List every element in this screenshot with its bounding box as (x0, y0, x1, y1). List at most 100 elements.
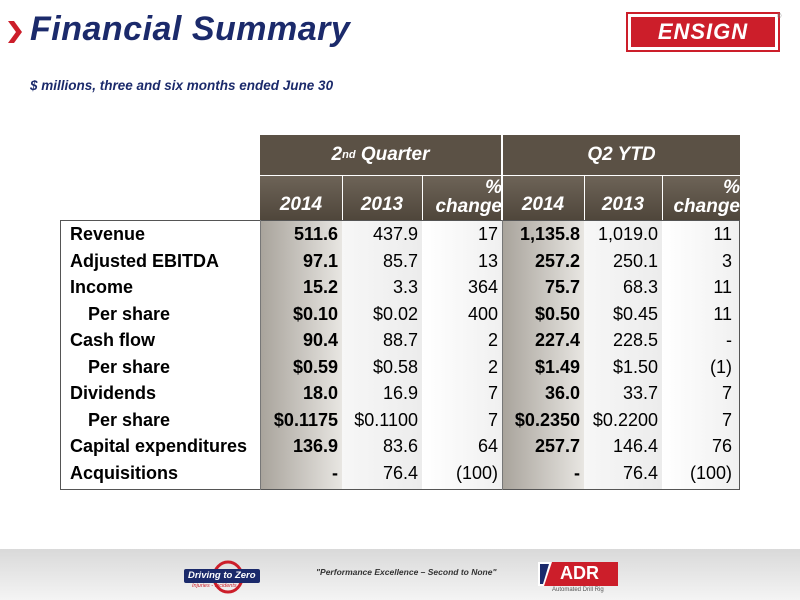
col-divider (342, 175, 343, 220)
cell-q14: 90.4 (302, 330, 338, 350)
col-divider (584, 175, 585, 220)
cell-qp: 2 (487, 356, 498, 377)
cell-y13: 250.1 (612, 250, 658, 271)
cell-qp: 7 (487, 409, 498, 430)
header-rule (260, 175, 740, 176)
cell-q13: 3.3 (392, 277, 418, 297)
cell-yp: 7 (721, 383, 732, 403)
cell-y13: $0.45 (612, 303, 658, 324)
cell-yp: (1) (710, 356, 732, 377)
cell-q13: 76.4 (382, 462, 418, 483)
col-bg-y2014 (502, 175, 584, 490)
table-row: Per share $0.1175 $0.1100 7 $0.2350 $0.2200 7 (60, 407, 740, 434)
row-label: Revenue (70, 224, 146, 244)
table-row: Income 15.2 3.3 364 75.7 68.3 11 (60, 274, 740, 301)
pct-symbol: % (485, 177, 502, 198)
col-header-q2014: 2014 (279, 194, 323, 215)
row-label: Income (70, 277, 134, 297)
pct-change-word: change (435, 196, 502, 217)
pct-change-word: change (673, 196, 740, 217)
row-label: Dividends (70, 383, 157, 403)
ytd-label: Q2 YTD (587, 144, 656, 165)
cell-yp: 7 (721, 409, 732, 430)
cell-y14: $0.2350 (514, 409, 580, 430)
col-divider (502, 220, 503, 490)
row-label: Cash flow (70, 330, 156, 350)
adr-logo (538, 562, 618, 586)
cell-y13: 76.4 (622, 462, 658, 483)
row-label: Per share (88, 409, 171, 430)
trademark-mark: ® (777, 14, 782, 20)
cell-q14: 15.2 (302, 277, 338, 297)
table-row: Per share $0.10 $0.02 400 $0.50 $0.45 11 (60, 301, 740, 328)
pct-symbol: % (723, 177, 740, 198)
cell-q14: 511.6 (293, 224, 338, 244)
footer-tagline: "Performance Excellence – Second to None… (316, 567, 497, 577)
page-subtitle: $ millions, three and six months ended J… (30, 78, 334, 93)
cell-q13: $0.02 (372, 303, 418, 324)
cell-qp: 2 (487, 330, 498, 350)
header-divider (501, 135, 503, 220)
row-label: Capital expenditures (70, 436, 248, 456)
cell-qp: 17 (477, 224, 498, 244)
cell-y14: 1,135.8 (519, 224, 580, 244)
col-bg-y2013 (584, 175, 662, 490)
table-row: Adjusted EBITDA 97.1 85.7 13 257.2 250.1 3 (60, 248, 740, 275)
row-label: Acquisitions (70, 462, 179, 483)
cell-y13: 146.4 (612, 436, 658, 456)
cell-y14: 36.0 (544, 383, 580, 403)
footer-bar (0, 549, 800, 600)
cell-yp: (100) (689, 462, 732, 483)
cell-q13: $0.1100 (354, 409, 418, 430)
col-header-qpct: % change (422, 176, 502, 219)
table-row: Revenue 511.6 437.9 17 1,135.8 1,019.0 11 (60, 221, 740, 248)
driving-to-zero-logo (184, 560, 260, 594)
cell-qp: 13 (477, 250, 498, 271)
cell-q14: $0.59 (292, 356, 338, 377)
table-row: Per share $0.59 $0.58 2 $1.49 $1.50 (1) (60, 354, 740, 381)
cell-yp: 76 (711, 436, 732, 456)
table-body-frame (60, 220, 740, 490)
cell-q14: $0.10 (292, 303, 338, 324)
cell-yp: 11 (713, 303, 732, 324)
cell-qp: 7 (487, 383, 498, 403)
cell-q14: 97.1 (302, 250, 338, 271)
cell-q13: 437.9 (372, 224, 418, 244)
chevron-right-icon (8, 21, 22, 43)
cell-q14: $0.1175 (273, 409, 338, 430)
ensign-logo-text: ENSIGN (657, 19, 749, 44)
quarter-word: Quarter (355, 144, 430, 165)
cell-q13: 85.7 (382, 250, 418, 271)
table-row: Acquisitions - 76.4 (100) - 76.4 (100) (60, 460, 740, 487)
row-label: Per share (88, 303, 171, 324)
adr-logo-text: ADR (560, 563, 599, 583)
cell-q14: 136.9 (292, 436, 338, 456)
adr-flag-icon (538, 562, 552, 586)
col-divider (422, 175, 423, 220)
cell-y13: 68.3 (622, 277, 658, 297)
col-header-q2013: 2013 (360, 194, 404, 215)
cell-q13: $0.58 (372, 356, 418, 377)
cell-y13: 33.7 (622, 383, 658, 403)
col-divider (662, 175, 663, 220)
cell-q14: - (332, 462, 338, 483)
cell-yp: 3 (721, 250, 732, 271)
col-header-y2013: 2013 (601, 194, 645, 215)
cell-q13: 88.7 (382, 330, 418, 350)
cell-y14: $1.49 (534, 356, 580, 377)
cell-y13: 228.5 (612, 330, 658, 350)
cell-y13: 1,019.0 (597, 224, 658, 244)
adr-logo-subtext: Automated Drill Rig (552, 587, 604, 593)
cell-q14: 18.0 (302, 383, 338, 403)
cell-yp: - (726, 330, 732, 350)
cell-y14: - (574, 462, 580, 483)
col-header-ypct: % change (662, 176, 740, 219)
cell-qp: 64 (477, 436, 498, 456)
ensign-logo: ENSIGN (628, 14, 778, 50)
year-header-bg (260, 175, 740, 220)
col-bg-q2013 (342, 175, 422, 490)
cell-yp: 11 (713, 277, 732, 297)
cell-y14: 257.7 (534, 436, 580, 456)
cell-y13: $1.50 (612, 356, 658, 377)
